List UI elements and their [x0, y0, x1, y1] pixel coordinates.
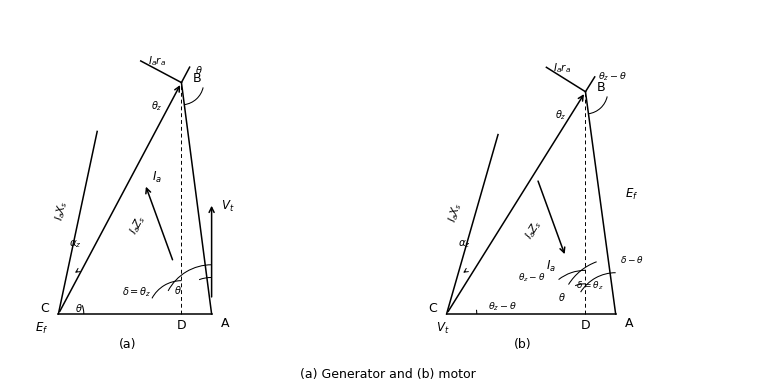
Text: $\alpha_z$: $\alpha_z$: [70, 238, 82, 250]
Text: A: A: [625, 317, 634, 330]
Text: $I_a Z_s$: $I_a Z_s$: [126, 213, 148, 237]
Text: $V_t$: $V_t$: [436, 321, 450, 336]
Text: $I_a$: $I_a$: [152, 170, 162, 185]
Text: $\theta$: $\theta$: [75, 303, 83, 314]
Text: B: B: [597, 81, 605, 94]
Text: D: D: [177, 319, 186, 332]
Text: $I_a r_a$: $I_a r_a$: [553, 62, 571, 75]
Text: D: D: [580, 319, 591, 332]
Text: $\theta$: $\theta$: [174, 284, 181, 296]
Text: $E_f$: $E_f$: [625, 187, 639, 203]
Text: $I_a X_s$: $I_a X_s$: [446, 200, 465, 224]
Text: $\theta_z - \theta$: $\theta_z - \theta$: [598, 70, 627, 83]
Text: $V_t$: $V_t$: [221, 199, 235, 214]
Text: $I_a r_a$: $I_a r_a$: [148, 54, 166, 67]
Text: A: A: [221, 317, 229, 330]
Text: C: C: [429, 302, 437, 315]
Text: $\theta_z - \theta$: $\theta_z - \theta$: [488, 301, 517, 313]
Text: $\theta$: $\theta$: [195, 64, 203, 76]
Text: $\delta = \theta_z$: $\delta = \theta_z$: [122, 285, 151, 299]
Text: C: C: [40, 302, 49, 315]
Text: (a) Generator and (b) motor: (a) Generator and (b) motor: [300, 368, 475, 381]
Text: $I_a X_s$: $I_a X_s$: [52, 200, 70, 223]
Text: $E_f$: $E_f$: [36, 321, 49, 336]
Text: (a): (a): [119, 338, 136, 351]
Text: $\theta_z - \theta$: $\theta_z - \theta$: [518, 271, 546, 284]
Text: $I_a Z_s$: $I_a Z_s$: [522, 217, 545, 242]
Text: $\delta - \theta$: $\delta - \theta$: [620, 254, 643, 265]
Text: $\theta$: $\theta$: [558, 291, 566, 303]
Text: $I_a$: $I_a$: [546, 259, 556, 274]
Text: (b): (b): [514, 338, 532, 351]
Text: $\theta_z$: $\theta_z$: [150, 100, 163, 113]
Text: $\delta = \theta_z$: $\delta = \theta_z$: [576, 279, 604, 292]
Text: $\alpha_z$: $\alpha_z$: [457, 238, 470, 250]
Text: B: B: [192, 72, 202, 85]
Text: $\theta_z$: $\theta_z$: [555, 109, 567, 123]
